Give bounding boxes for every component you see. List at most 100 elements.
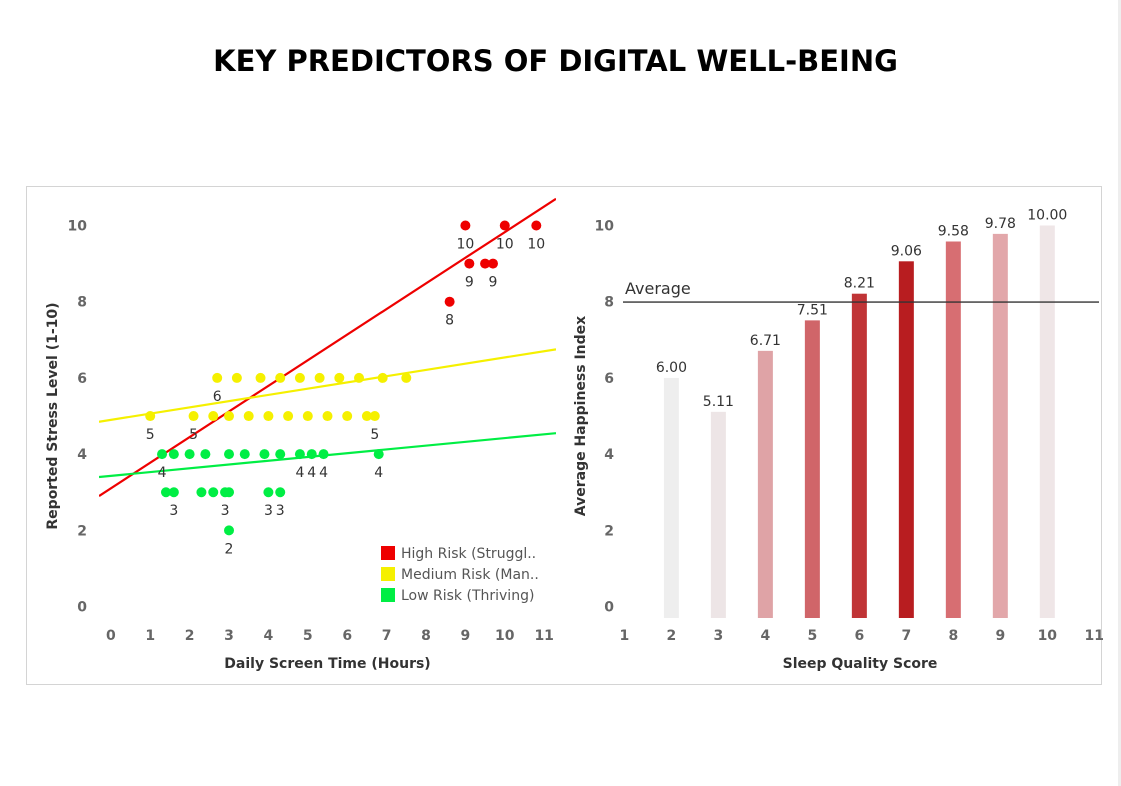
- x-tick-label: 7: [901, 628, 911, 644]
- scatter-point: [531, 220, 542, 231]
- scatter-point: [196, 487, 207, 498]
- bar-value-label: 8.21: [844, 276, 875, 292]
- bar: [663, 377, 679, 618]
- legend-label: Low Risk (Thriving): [401, 588, 534, 604]
- scatter-point: [212, 372, 223, 383]
- bar-value-label: 9.06: [891, 243, 922, 259]
- legend-swatch: [381, 567, 395, 581]
- scatter-point: [275, 449, 286, 460]
- point-label: 10: [456, 236, 474, 252]
- x-tick-label: 10: [1038, 628, 1058, 644]
- scatter-point: [224, 411, 235, 422]
- point-label: 10: [527, 236, 545, 252]
- scatter-point: [354, 372, 365, 383]
- scatter-point: [373, 449, 384, 460]
- scatter-point: [334, 372, 345, 383]
- x-axis-title: Daily Screen Time (Hours): [224, 656, 430, 672]
- legend-swatch: [381, 588, 395, 602]
- x-tick-label: 8: [421, 628, 431, 644]
- scatter-point: [263, 487, 274, 498]
- y-tick-label: 6: [604, 371, 614, 387]
- scatter-point: [168, 487, 179, 498]
- x-tick-label: 2: [667, 628, 677, 644]
- scatter-point: [188, 411, 199, 422]
- scatter-point: [239, 449, 250, 460]
- x-tick-label: 6: [342, 628, 352, 644]
- scatter-point: [231, 372, 242, 383]
- trend-line: [99, 348, 556, 423]
- scatter-point: [283, 411, 294, 422]
- scatter-point: [342, 411, 353, 422]
- scatter-point: [322, 411, 333, 422]
- scatter-point: [487, 258, 498, 269]
- point-label: 5: [189, 427, 198, 443]
- scatter-point: [460, 220, 471, 231]
- scatter-point: [499, 220, 510, 231]
- scatter-point: [302, 411, 313, 422]
- y-tick-label: 8: [604, 295, 614, 311]
- scatter-point: [184, 449, 195, 460]
- window-edge: [1118, 0, 1121, 786]
- y-tick-label: 2: [604, 523, 614, 539]
- bar: [710, 411, 726, 618]
- scatter-point: [480, 258, 491, 269]
- y-tick-label: 10: [68, 218, 88, 234]
- x-tick-label: 3: [714, 628, 724, 644]
- legend-label: High Risk (Struggl..: [401, 546, 536, 562]
- bar-value-label: 6.00: [656, 360, 687, 376]
- y-axis-title: Reported Stress Level (1-10): [45, 302, 61, 529]
- x-tick-label: 4: [264, 628, 274, 644]
- point-label: 4: [374, 465, 383, 481]
- scatter-point: [157, 449, 168, 460]
- point-label: 6: [213, 389, 222, 405]
- point-label: 3: [276, 503, 285, 519]
- point-label: 9: [465, 275, 474, 291]
- x-tick-label: 0: [106, 628, 116, 644]
- scatter-point: [377, 372, 388, 383]
- scatter-point: [444, 296, 455, 307]
- y-tick-label: 10: [595, 218, 615, 234]
- point-label: 5: [146, 427, 155, 443]
- bar: [757, 350, 773, 618]
- scatter-point: [255, 372, 266, 383]
- point-label: 8: [445, 313, 454, 329]
- scatter-point: [224, 487, 235, 498]
- y-axis-title: Average Happiness Index: [573, 316, 589, 516]
- scatter-point: [314, 372, 325, 383]
- scatter-point: [275, 372, 286, 383]
- x-tick-label: 3: [224, 628, 234, 644]
- scatter-point: [275, 487, 286, 498]
- trend-line: [99, 197, 556, 497]
- bar: [992, 233, 1008, 618]
- x-tick-label: 5: [807, 628, 817, 644]
- bar: [804, 320, 820, 618]
- x-tick-label: 10: [495, 628, 515, 644]
- x-tick-label: 2: [185, 628, 195, 644]
- x-tick-label: 1: [620, 628, 630, 644]
- point-label: 4: [319, 465, 328, 481]
- dashboard-panel: 0 1 2 3 4 5 6 7 8 9 10 11 0 2 4 6 8 10 Daily Screen Time (…: [26, 186, 1103, 685]
- bar-value-label: 9.78: [985, 216, 1016, 232]
- point-label: 2: [225, 541, 234, 557]
- charts-canvas: 0 1 2 3 4 5 6 7 8 9 10 11 0 2 4 6 8 10 Daily Screen Time (…: [45, 197, 1103, 672]
- scatter-point: [168, 449, 179, 460]
- y-tick-label: 4: [604, 447, 614, 463]
- point-label: 4: [158, 465, 167, 481]
- scatter-point: [208, 487, 219, 498]
- scatter-point: [263, 411, 274, 422]
- point-label: 10: [496, 236, 514, 252]
- scatter-point: [224, 525, 235, 536]
- x-tick-label: 11: [1085, 628, 1103, 644]
- scatter-point: [294, 372, 305, 383]
- scatter-point: [208, 411, 219, 422]
- y-tick-label: 6: [77, 371, 87, 387]
- x-tick-label: 9: [461, 628, 471, 644]
- bar-value-label: 10.00: [1027, 207, 1067, 223]
- y-tick-label: 0: [77, 600, 87, 616]
- scatter-point: [361, 411, 372, 422]
- reference-line-label: Average: [625, 279, 691, 298]
- bar-value-label: 9.58: [938, 223, 969, 239]
- bar: [945, 241, 961, 618]
- point-label: 3: [221, 503, 230, 519]
- bar-chart: 1 2 3 4 5 6 7 8 9 10 11 0 2 4 6 8 10 Sleep Quality Score A…: [573, 207, 1103, 672]
